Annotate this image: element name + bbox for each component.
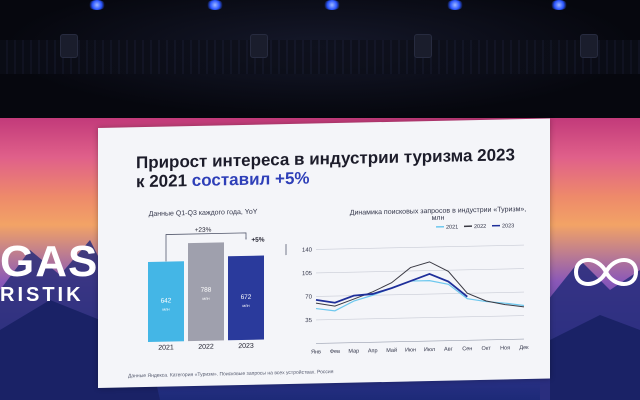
bar-chart-title: Данные Q1-Q3 каждого года, YoY	[148, 208, 258, 218]
legend-label: 2023	[502, 223, 514, 229]
bar-chart: 642 млн 2021 788 млн 2022 672 млн 2023 +23% +5%	[98, 119, 550, 352]
series-line-2022	[315, 261, 525, 308]
title-line-1: Прирост интереса в индустрии туризма 202…	[136, 145, 515, 173]
x-tick-label: Май	[386, 347, 397, 354]
x-tick-label: Авг	[444, 347, 453, 353]
y-tick-label: 105	[302, 271, 313, 277]
bar-value-label: 642	[160, 297, 172, 305]
title-accent: составил +5%	[191, 168, 310, 191]
growth-brackets	[165, 232, 287, 262]
bar-category-label: 2021	[158, 344, 174, 352]
growth-bracket-line	[165, 232, 247, 262]
title-line-2: к 2021	[136, 171, 192, 192]
moving-head-lamp	[414, 34, 432, 58]
bar-category-label: 2022	[198, 343, 214, 351]
stage-light	[550, 0, 568, 10]
gridline	[316, 315, 524, 321]
stage-light	[446, 0, 464, 10]
slide-footnote: Данные Яндекса. Категория «Туризм». Поис…	[128, 369, 334, 380]
y-tick-label: 140	[302, 248, 313, 254]
x-tick-label: Фев	[330, 349, 340, 355]
bar-unit-label: млн	[242, 302, 250, 308]
legend-label: 2021	[446, 224, 458, 230]
growth-annotation: +5%	[251, 236, 265, 244]
x-tick-label: Мар	[348, 349, 359, 355]
bar-category-label: 2023	[238, 342, 254, 351]
bar-value-label: 788	[200, 286, 212, 294]
x-tick-label: Дек	[519, 345, 529, 351]
legend-label: 2022	[474, 224, 486, 230]
presentation-slide: Прирост интереса в индустрии туризма 202…	[98, 118, 550, 388]
slide-title: Прирост интереса в индустрии туризма 202…	[136, 145, 536, 191]
x-axis	[316, 338, 524, 344]
moving-head-lamp	[580, 34, 598, 58]
stage-light	[88, 0, 106, 10]
gridline	[316, 244, 524, 250]
x-tick-label: Апр	[368, 348, 378, 354]
bar-unit-label: млн	[202, 295, 210, 301]
x-tick-label: Июн	[405, 347, 416, 353]
gridline	[316, 268, 524, 274]
x-tick-label: Янв	[311, 349, 321, 355]
y-tick-label: 35	[305, 318, 312, 324]
lighting-truss	[0, 40, 640, 74]
growth-bracket-line	[245, 237, 287, 256]
series-line-2021	[315, 280, 525, 312]
growth-annotation: +23%	[194, 226, 212, 234]
moving-head-lamp	[250, 34, 268, 58]
moving-head-lamp	[60, 34, 78, 58]
stage-light	[206, 0, 224, 10]
bar-2023: 672 млн	[228, 255, 264, 341]
series-line-2023	[315, 272, 468, 304]
event-logo-subtext: RISTIK	[0, 284, 84, 306]
x-tick-label: Июл	[424, 347, 435, 353]
gridline	[316, 291, 524, 297]
x-tick-label: Окт	[482, 346, 492, 352]
bar-2021: 642 млн	[148, 260, 184, 342]
bar-value-label: 672	[240, 293, 252, 301]
y-tick-label: 70	[305, 295, 312, 301]
event-logo-text: GAS	[0, 237, 99, 286]
x-tick-label: Ноя	[500, 345, 510, 351]
x-tick-label: Сен	[462, 346, 472, 352]
bar-unit-label: млн	[162, 306, 170, 312]
line-chart: 35 70 105 140 Янв Фев Мар Апр Май Июн Июл Авг Сен Окт…	[302, 223, 529, 355]
stage-light	[323, 0, 341, 10]
infinity-logo-icon	[573, 258, 639, 286]
